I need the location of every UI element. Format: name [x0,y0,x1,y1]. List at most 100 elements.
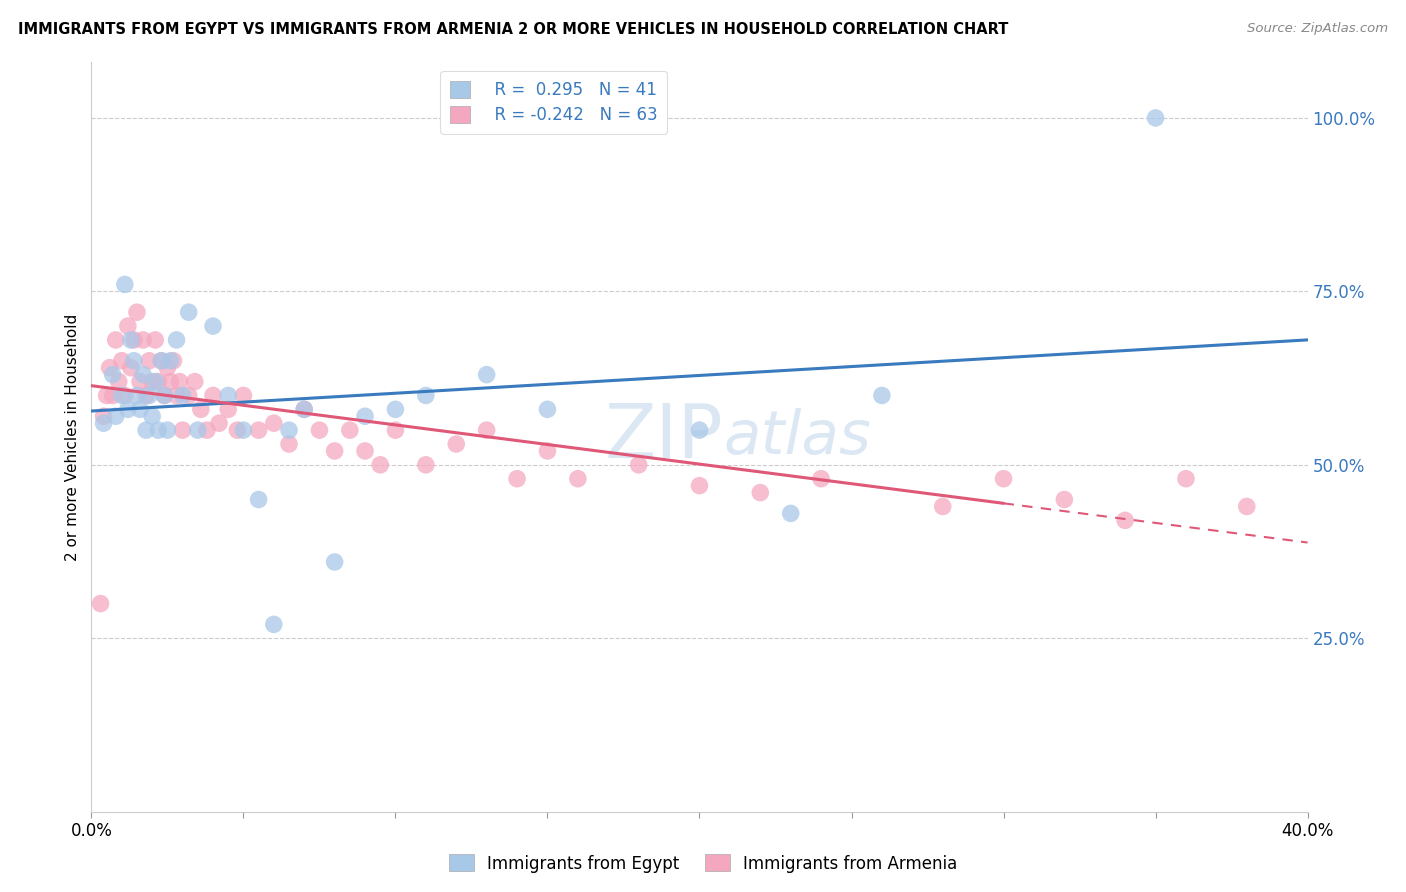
Point [162,353,184,368]
Point [202,319,225,334]
Point [138,353,160,368]
Point [89,597,111,611]
Point [323,555,346,569]
Point [779,507,801,521]
Point [153,388,176,402]
Point [1144,111,1167,125]
Point [104,409,127,424]
Point [217,402,239,417]
Point [132,368,155,382]
Point [172,388,194,402]
Point [247,423,270,437]
Point [96,388,118,402]
Point [1053,492,1076,507]
Point [93,416,115,430]
Point [1236,500,1258,514]
Point [247,492,270,507]
Point [810,472,832,486]
Point [368,458,391,472]
Point [93,409,115,424]
Point [292,402,315,417]
Point [101,368,124,382]
Point [141,409,163,424]
Point [536,402,558,417]
Point [122,353,145,368]
Legend: Immigrants from Egypt, Immigrants from Armenia: Immigrants from Egypt, Immigrants from A… [443,847,963,880]
Point [323,444,346,458]
Text: IMMIGRANTS FROM EGYPT VS IMMIGRANTS FROM ARMENIA 2 OR MORE VEHICLES IN HOUSEHOLD: IMMIGRANTS FROM EGYPT VS IMMIGRANTS FROM… [18,22,1008,37]
Point [120,333,142,347]
Point [688,423,710,437]
Point [156,423,179,437]
Point [122,333,145,347]
Point [384,423,406,437]
Point [177,388,200,402]
Point [232,388,254,402]
Point [226,423,249,437]
Point [104,333,127,347]
Point [292,402,315,417]
Point [339,423,361,437]
Legend:   R =  0.295   N = 41,   R = -0.242   N = 63: R = 0.295 N = 41, R = -0.242 N = 63 [440,70,668,134]
Point [132,333,155,347]
Point [195,423,218,437]
Point [141,375,163,389]
Point [101,388,124,402]
Point [150,353,173,368]
Point [190,402,212,417]
Point [148,423,170,437]
Point [107,375,129,389]
Point [148,375,170,389]
Point [129,375,152,389]
Point [187,423,209,437]
Point [135,388,157,402]
Point [98,360,121,375]
Point [354,409,377,424]
Point [475,368,498,382]
Point [627,458,650,472]
Text: Source: ZipAtlas.com: Source: ZipAtlas.com [1247,22,1388,36]
Point [143,333,166,347]
Point [688,478,710,492]
Point [117,319,139,334]
Point [415,458,437,472]
Point [153,388,176,402]
Point [114,277,136,292]
Point [111,353,134,368]
Point [415,388,437,402]
Point [1174,472,1197,486]
Point [166,333,188,347]
Point [308,423,330,437]
Text: ZIP: ZIP [605,401,724,474]
Point [475,423,498,437]
Text: atlas: atlas [724,408,872,467]
Point [129,402,152,417]
Point [135,423,157,437]
Point [217,388,239,402]
Point [117,402,139,417]
Point [172,423,194,437]
Y-axis label: 2 or more Vehicles in Household: 2 or more Vehicles in Household [65,313,80,561]
Point [444,437,467,451]
Point [263,416,285,430]
Point [384,402,406,417]
Point [138,388,160,402]
Point [232,423,254,437]
Point [870,388,893,402]
Point [749,485,772,500]
Point [114,388,136,402]
Point [993,472,1015,486]
Point [150,353,173,368]
Point [931,500,953,514]
Point [506,472,529,486]
Point [567,472,589,486]
Point [177,305,200,319]
Point [1114,513,1136,527]
Point [159,375,181,389]
Point [278,437,301,451]
Point [263,617,285,632]
Point [159,353,181,368]
Point [354,444,377,458]
Point [536,444,558,458]
Point [184,375,207,389]
